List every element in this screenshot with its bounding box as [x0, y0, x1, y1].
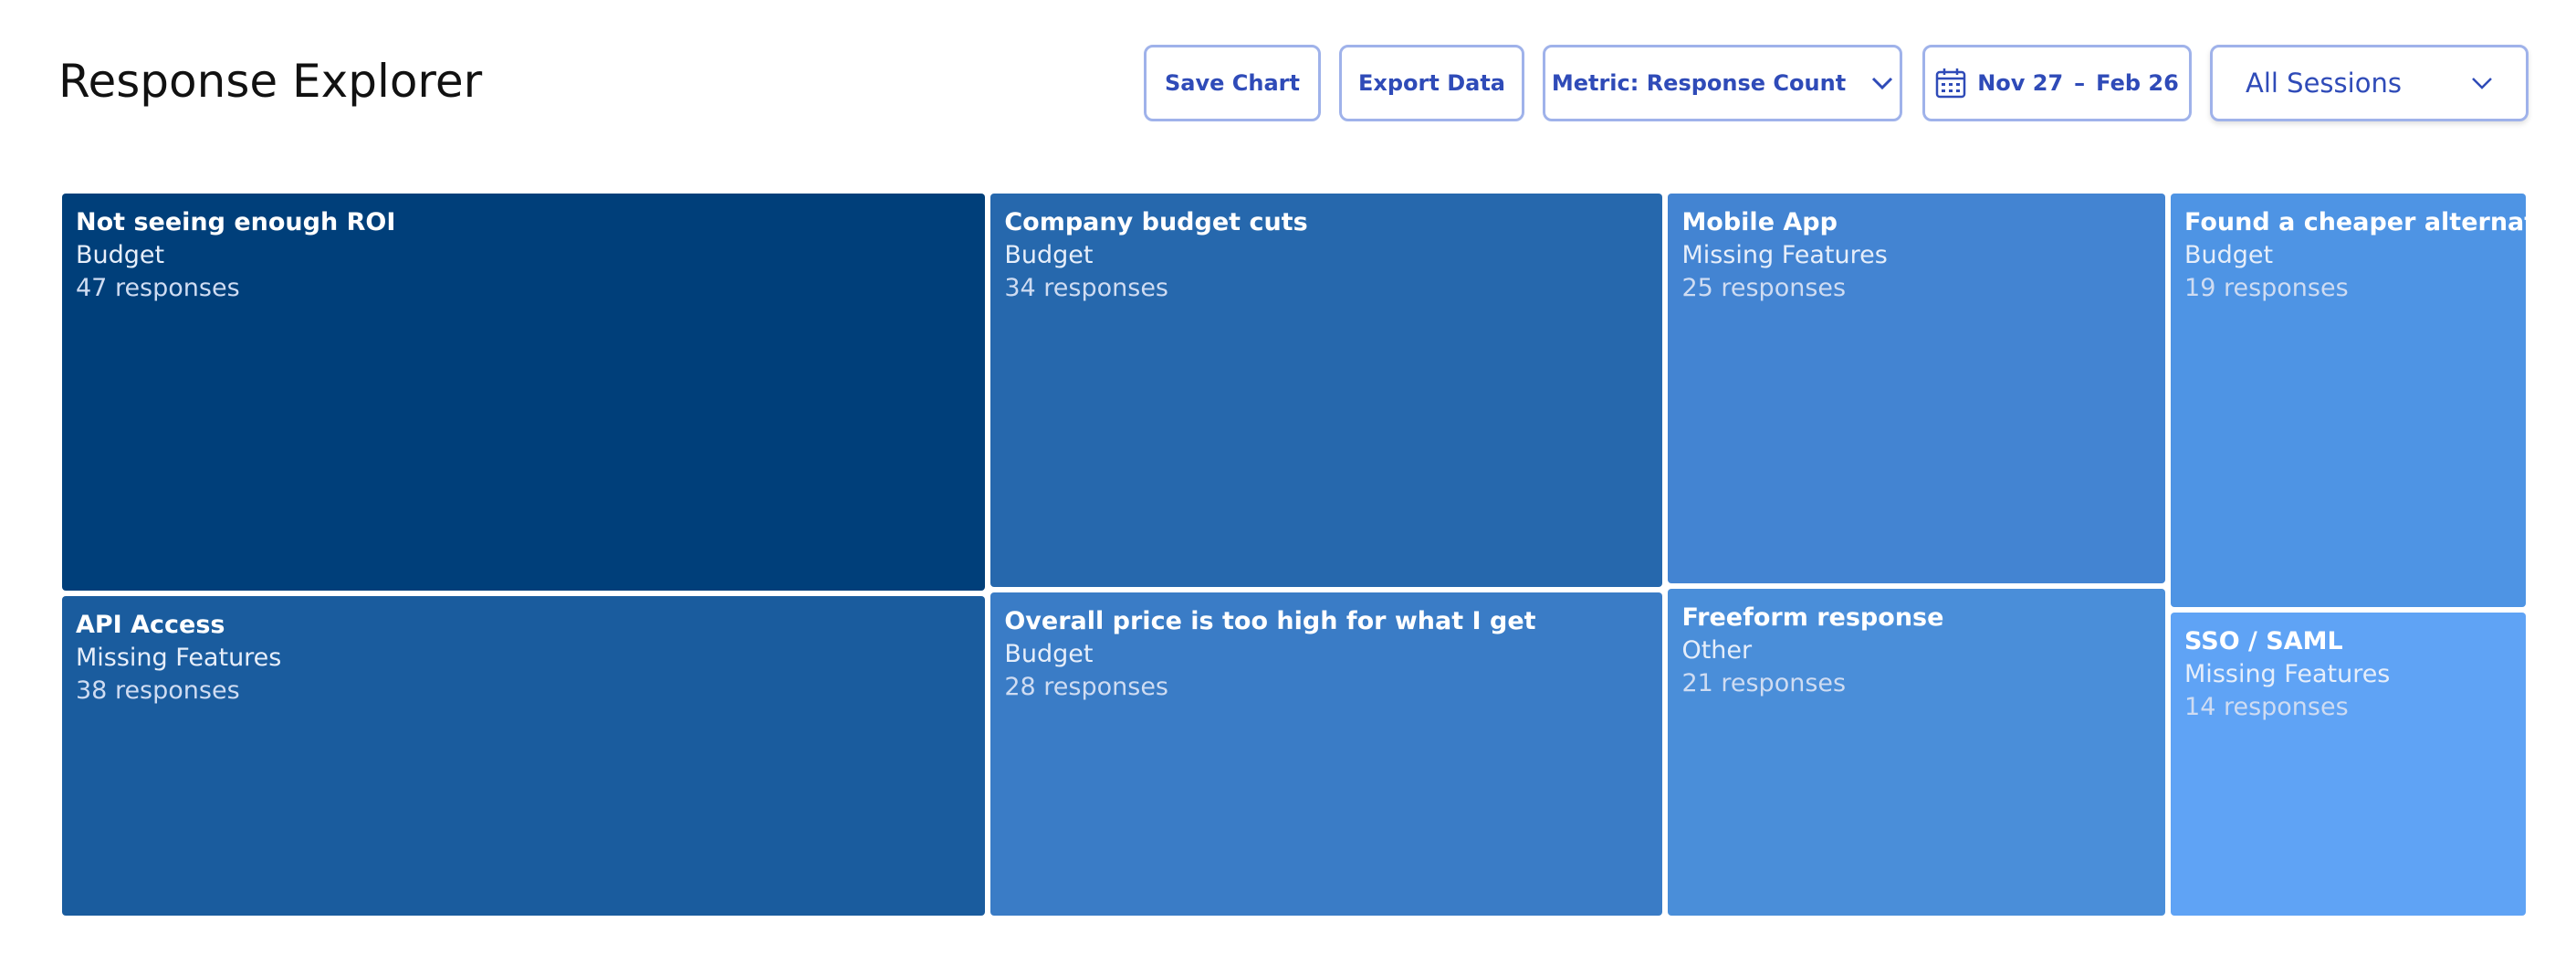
tile-group: Missing Features: [2184, 659, 2391, 688]
tile: Not seeing enough ROI Budget 47 responses: [62, 194, 986, 591]
tile: Company budget cuts Budget 34 responses: [990, 194, 1663, 588]
tile-value: 28 responses: [1004, 673, 1168, 702]
chevron: [1872, 77, 1893, 89]
date-sep: –: [2074, 70, 2086, 96]
tile: Freeform response Other 21 responses: [1668, 589, 2165, 916]
tile-group: Missing Features: [1681, 241, 1888, 269]
tile: Overall price is too high for what I get…: [990, 592, 1663, 916]
metric-dropdown[interactable]: Metric: Response Count: [1543, 45, 1902, 121]
tile-group: Missing Features: [76, 643, 282, 672]
tile: Found a cheaper alternative Budget 19 resp…: [2171, 194, 2526, 607]
calendar-icon: [1935, 68, 1966, 99]
label: Save Chart: [1165, 70, 1300, 96]
chevron: [2472, 78, 2492, 89]
tile-name: Mobile App: [1681, 208, 1838, 236]
tile-group: Budget: [2184, 241, 2274, 269]
label: All Sessions: [2246, 68, 2402, 99]
tile-value: 19 responses: [2184, 274, 2349, 302]
tile-value: 14 responses: [2184, 692, 2349, 721]
tile-name: Not seeing enough ROI: [76, 208, 396, 236]
export-button[interactable]: Export Data: [1339, 45, 1524, 121]
tile-name: Found a cheaper alternative: [2184, 208, 2526, 236]
tile-group: Budget: [1004, 640, 1094, 669]
tile: API Access Missing Features 38 responses: [62, 595, 986, 916]
tile-value: 34 responses: [1004, 274, 1168, 302]
tile: Mobile App Missing Features 25 responses: [1668, 194, 2165, 584]
tile-name: Freeform response: [1681, 603, 1944, 633]
tile-value: 47 responses: [76, 274, 240, 302]
date-start: Nov 27: [1977, 70, 2064, 96]
tile-value: 38 responses: [76, 676, 240, 705]
date-range[interactable]: Nov 27– Feb 26: [1922, 45, 2192, 121]
tile: SSO / SAML Missing Features 14 responses: [2171, 612, 2526, 916]
sessions-dropdown[interactable]: All Sessions: [2210, 45, 2529, 121]
save-button[interactable]: Save Chart: [1144, 45, 1321, 121]
tile-name: Overall price is too high for what I get: [1004, 607, 1536, 636]
tile-group: Budget: [1004, 241, 1094, 269]
tile-name: API Access: [76, 610, 225, 639]
tile-group: Budget: [76, 241, 165, 269]
tile-group: Other: [1681, 636, 1753, 665]
tile-value: 21 responses: [1681, 669, 1847, 698]
date-end: Feb 26: [2096, 70, 2179, 96]
tile-value: 25 responses: [1681, 274, 1847, 302]
chart-title: Response Explorer: [58, 55, 483, 108]
tile-name: SSO / SAML: [2184, 626, 2343, 655]
label: Export Data: [1358, 70, 1505, 96]
label: Metric: Response Count: [1551, 70, 1847, 96]
tile-name: Company budget cuts: [1004, 208, 1308, 236]
